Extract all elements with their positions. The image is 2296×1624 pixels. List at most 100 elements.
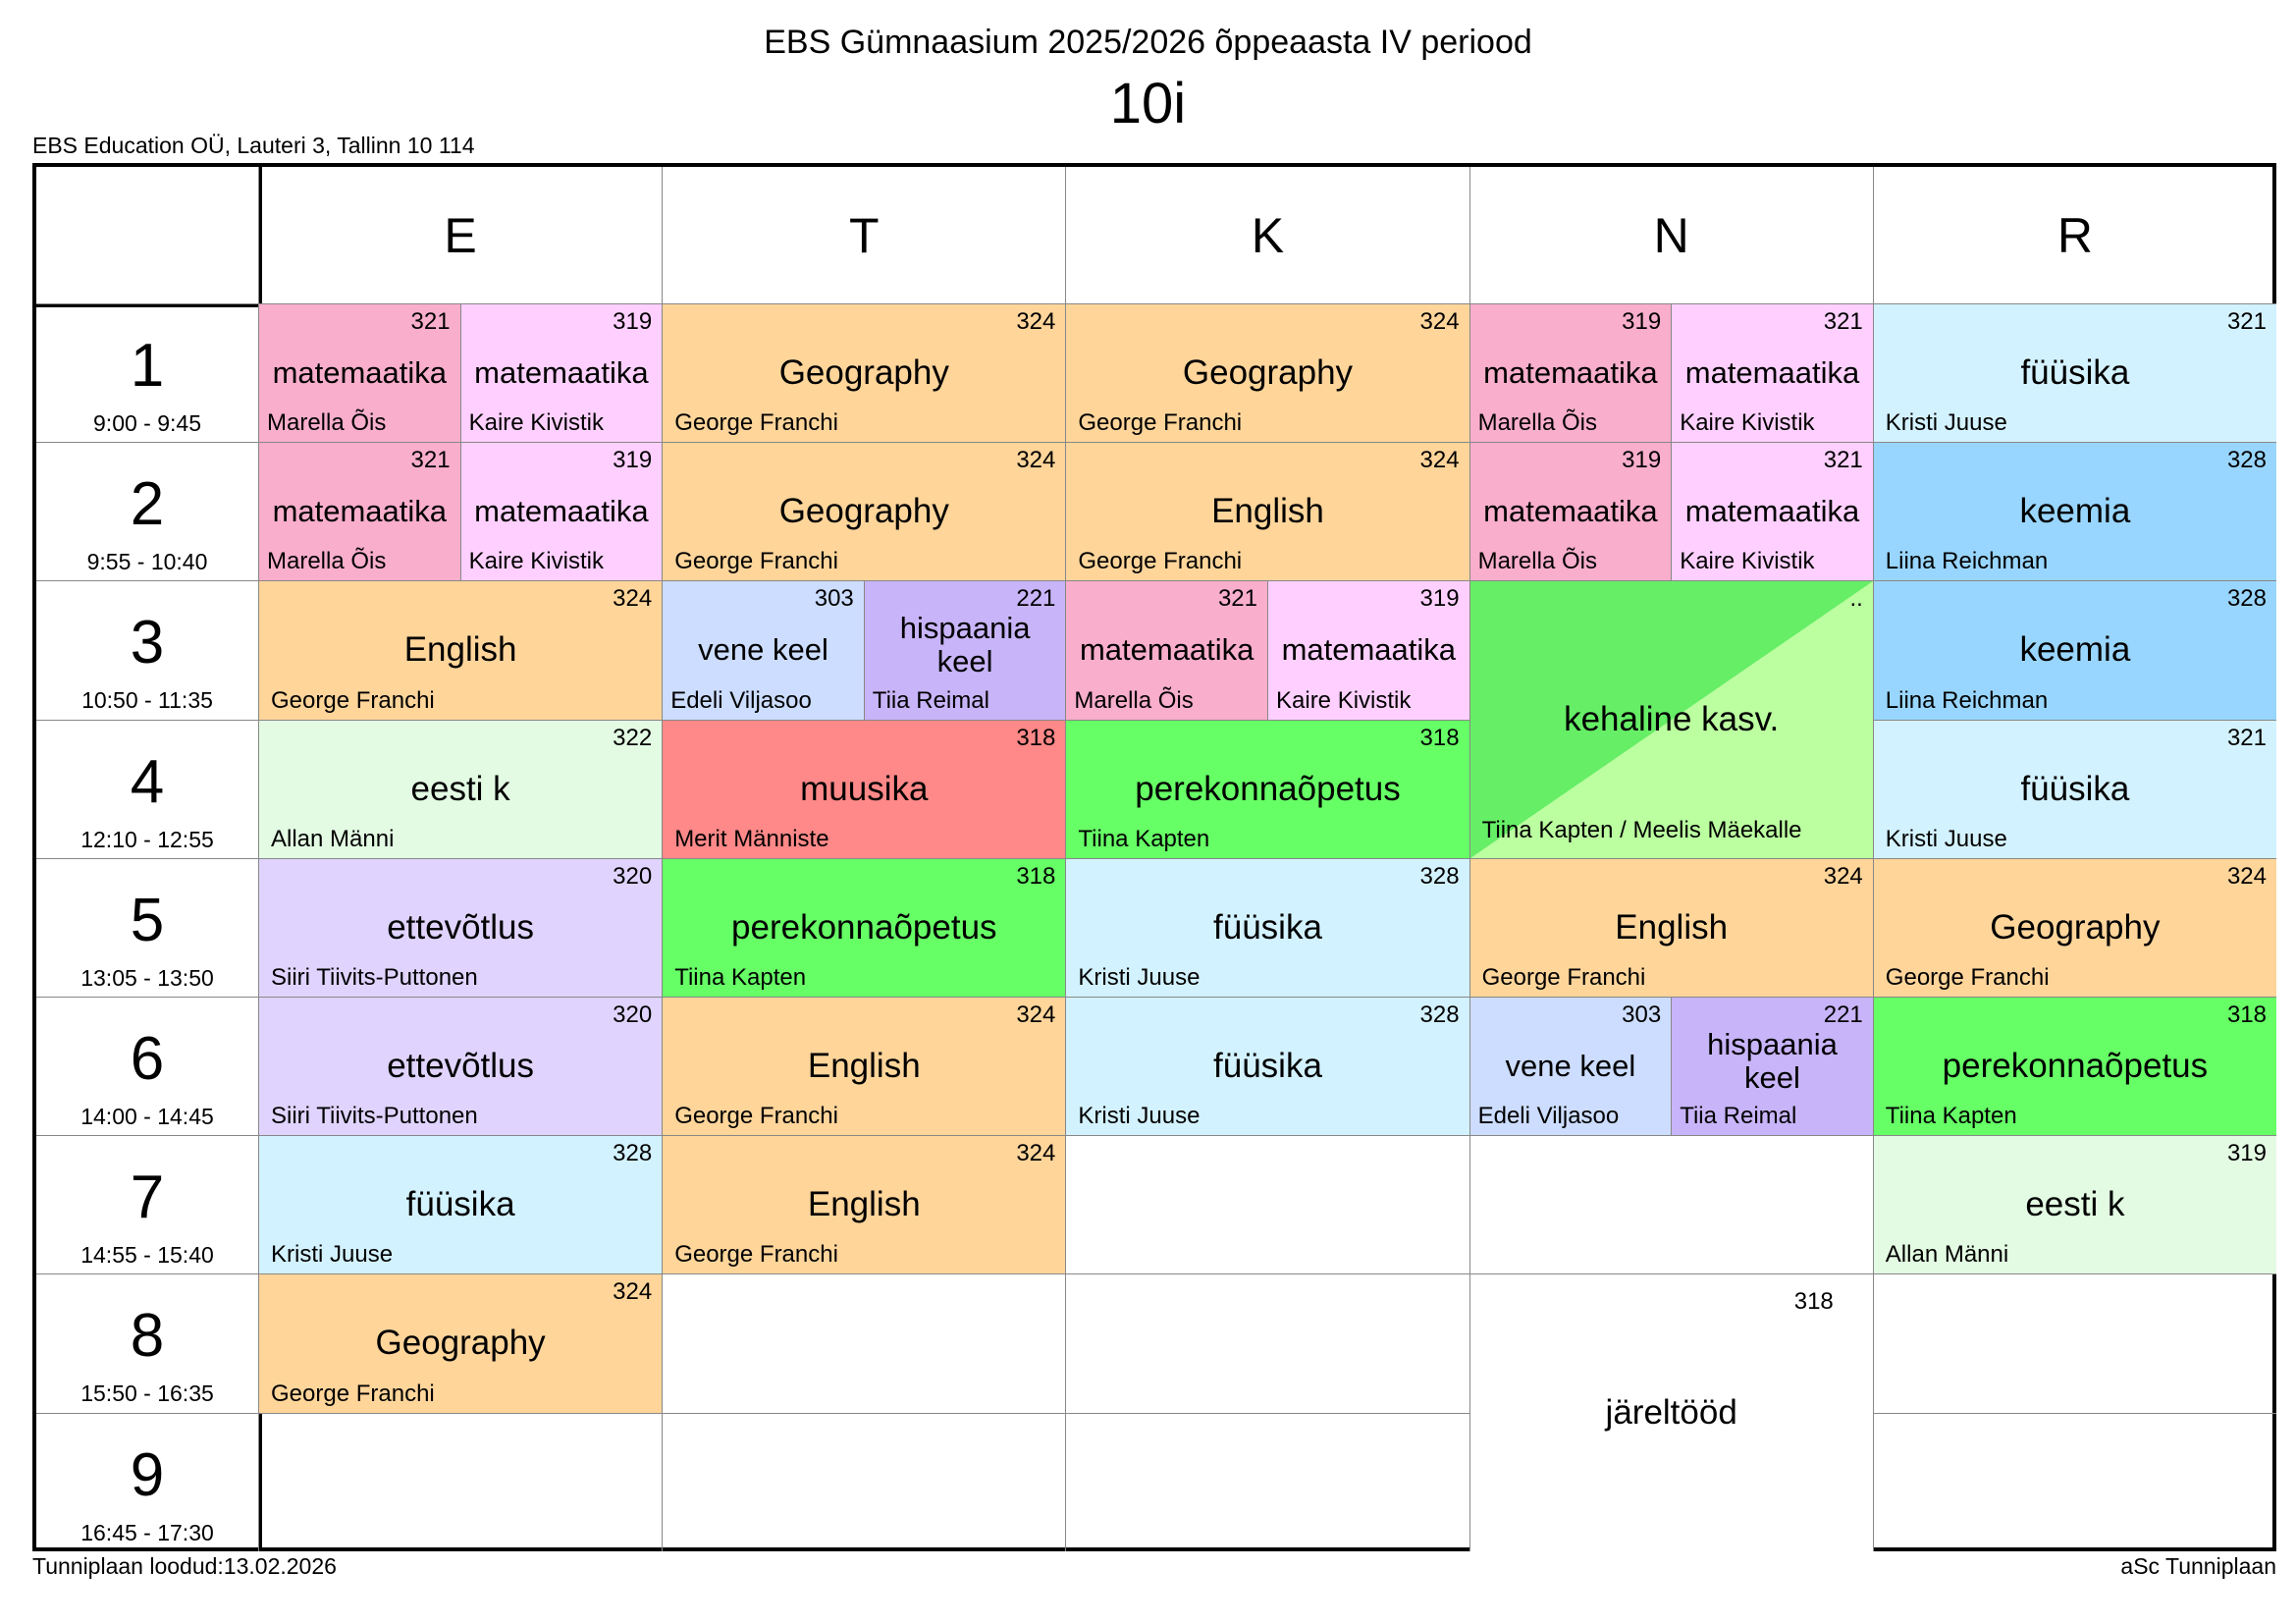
empty-slot	[662, 1273, 1066, 1413]
lesson-cell[interactable]: 318 perekonnaõpetus Tiina Kapten	[1065, 719, 1469, 858]
room-number: 324	[613, 1278, 653, 1306]
period-row-header: 2 9:55 - 10:40	[36, 442, 258, 580]
lesson-cell[interactable]: 328 keemia Liina Reichman	[1872, 580, 2276, 720]
subject-name: matemaatika	[1684, 494, 1860, 529]
teacher-name: George Franchi	[1885, 963, 2050, 991]
period-row-header: 7 14:55 - 15:40	[36, 1135, 258, 1273]
lesson-cell[interactable]: .. kehaline kasv. Tiina Kapten / Meelis Mä…	[1468, 580, 1873, 858]
lesson-cell[interactable]: 320 ettevõtlus Siiri Tiivits-Puttonen	[258, 857, 663, 997]
empty-slot	[258, 1412, 663, 1551]
lesson-cell[interactable]: 324 English George Franchi	[1065, 442, 1469, 581]
period-time: 10:50 - 11:35	[81, 687, 213, 714]
lesson-cell[interactable]: 318 perekonnaõpetus Tiina Kapten	[662, 857, 1066, 997]
room-number: 324	[1419, 447, 1460, 474]
teacher-name: George Franchi	[1078, 548, 1243, 575]
teacher-name: Tiia Reimal	[872, 686, 989, 714]
lesson-cell[interactable]: 321 matemaatika Marella Õis	[258, 442, 460, 581]
lesson-cell[interactable]: 303 vene keel Edeli Viljasoo	[662, 580, 864, 720]
lesson-cell[interactable]: 321 füüsika Kristi Juuse	[1872, 303, 2276, 443]
room-number: 320	[613, 862, 653, 890]
teacher-name: Edeli Viljasoo	[670, 686, 812, 714]
lesson-cell[interactable]: 318 järeltööd	[1468, 1273, 1873, 1551]
period-number: 5	[130, 886, 165, 954]
school-period-title: EBS Gümnaasium 2025/2026 õppeaasta IV pe…	[764, 24, 1532, 61]
lesson-cell[interactable]: 318 perekonnaõpetus Tiina Kapten	[1872, 997, 2276, 1136]
teacher-name: George Franchi	[674, 1103, 838, 1130]
lesson-cell[interactable]: 328 füüsika Kristi Juuse	[1065, 857, 1469, 997]
teacher-name: Marella Õis	[1477, 409, 1597, 437]
room-number: 319	[2226, 1140, 2267, 1167]
room-number: 324	[2226, 862, 2267, 890]
subject-name: matemaatika	[474, 494, 649, 529]
room-number: ..	[1849, 585, 1863, 613]
lesson-cell[interactable]: 324 English George Franchi	[1468, 857, 1873, 997]
room-number: 319	[1419, 585, 1460, 613]
lesson-cell[interactable]: 324 Geography George Franchi	[258, 1273, 663, 1413]
subject-name: füüsika	[2020, 769, 2130, 808]
lesson-cell[interactable]: 321 matemaatika Marella Õis	[1065, 580, 1267, 720]
lesson-cell[interactable]: 324 English George Franchi	[662, 1135, 1066, 1274]
lesson-cell[interactable]: 321 matemaatika Kaire Kivistik	[1671, 442, 1873, 581]
lesson-cell[interactable]: 319 matemaatika Kaire Kivistik	[459, 442, 663, 581]
period-time: 14:00 - 14:45	[80, 1104, 214, 1129]
lesson-cell[interactable]: 319 eesti k Allan Männi	[1872, 1135, 2276, 1274]
room-number: 321	[410, 308, 451, 335]
class-name: 10i	[1109, 72, 1187, 135]
lesson-cell[interactable]: 321 matemaatika Kaire Kivistik	[1671, 303, 1873, 443]
lesson-cell[interactable]: 324 English George Franchi	[662, 997, 1066, 1136]
lesson-cell[interactable]: 321 matemaatika Marella Õis	[258, 303, 460, 443]
lesson-cell[interactable]: 319 matemaatika Kaire Kivistik	[459, 303, 663, 443]
lesson-cell[interactable]: 324 Geography George Franchi	[662, 303, 1066, 443]
lesson-cell[interactable]: 328 keemia Liina Reichman	[1872, 442, 2276, 581]
lesson-cell[interactable]: 318 muusika Merit Männiste	[662, 719, 1066, 858]
period-row-header: 8 15:50 - 16:35	[36, 1273, 258, 1412]
room-number: 322	[613, 724, 653, 751]
period-row-header: 9 16:45 - 17:30	[36, 1412, 258, 1551]
day-header-K: K	[1065, 167, 1468, 303]
school-address: EBS Education OÜ, Lauteri 3, Tallinn 10 …	[32, 133, 475, 158]
lesson-cell[interactable]: 319 matemaatika Kaire Kivistik	[1267, 580, 1469, 720]
period-time: 9:55 - 10:40	[86, 549, 208, 575]
subject-name: eesti k	[2025, 1185, 2125, 1224]
period-time: 14:55 - 15:40	[80, 1242, 214, 1269]
lesson-cell[interactable]: 320 ettevõtlus Siiri Tiivits-Puttonen	[258, 997, 663, 1136]
lesson-cell[interactable]: 324 Geography George Franchi	[662, 442, 1066, 581]
period-number: 7	[130, 1164, 165, 1232]
empty-slot	[1065, 1135, 1469, 1274]
subject-name: füüsika	[1213, 907, 1322, 947]
lesson-cell[interactable]: 328 füüsika Kristi Juuse	[1065, 997, 1469, 1136]
teacher-name: Tiina Kapten	[1078, 825, 1210, 852]
teacher-name: Siiri Tiivits-Puttonen	[271, 963, 478, 991]
room-number: 221	[1823, 1001, 1863, 1028]
lesson-cell[interactable]: 322 eesti k Allan Männi	[258, 719, 663, 858]
subject-name: kehaline kasv.	[1564, 700, 1780, 739]
empty-slot	[1872, 1273, 2276, 1413]
teacher-name: Allan Männi	[271, 825, 395, 852]
lesson-cell[interactable]: 319 matemaatika Marella Õis	[1468, 442, 1672, 581]
room-number: 324	[1419, 308, 1460, 335]
teacher-name: Liina Reichman	[1885, 686, 2049, 714]
lesson-cell[interactable]: 324 Geography George Franchi	[1065, 303, 1469, 443]
lesson-cell[interactable]: 321 füüsika Kristi Juuse	[1872, 719, 2276, 858]
room-number: 328	[1419, 1001, 1460, 1028]
timetable-grid: E T K N R 1 9:00 - 9:45 2 9:55 - 10:40 3 10:50 - 1…	[32, 163, 2276, 1551]
subject-name: English	[807, 1185, 921, 1224]
lesson-cell[interactable]: 303 vene keel Edeli Viljasoo	[1468, 997, 1672, 1136]
lesson-cell[interactable]: 221 hispaania keel Tiia Reimal	[1671, 997, 1873, 1136]
teacher-name: Kristi Juuse	[1078, 1103, 1201, 1130]
lesson-cell[interactable]: 324 English George Franchi	[258, 580, 663, 720]
period-time: 12:10 - 12:55	[80, 826, 214, 852]
lesson-cell[interactable]: 319 matemaatika Marella Õis	[1468, 303, 1672, 443]
lesson-cell[interactable]: 328 füüsika Kristi Juuse	[258, 1135, 663, 1274]
subject-name: füüsika	[1213, 1047, 1322, 1086]
subject-name: vene keel	[1505, 1049, 1636, 1084]
room-number: 320	[613, 1001, 653, 1028]
teacher-name: Kaire Kivistik	[1680, 409, 1815, 437]
room-number: 328	[613, 1140, 653, 1167]
subject-name: ettevõtlus	[387, 1047, 534, 1086]
subject-name: perekonnaõpetus	[731, 907, 997, 947]
room-number: 319	[1622, 308, 1662, 335]
teacher-name: George Franchi	[674, 548, 838, 575]
lesson-cell[interactable]: 324 Geography George Franchi	[1872, 857, 2276, 997]
lesson-cell[interactable]: 221 hispaania keel Tiia Reimal	[863, 580, 1066, 720]
